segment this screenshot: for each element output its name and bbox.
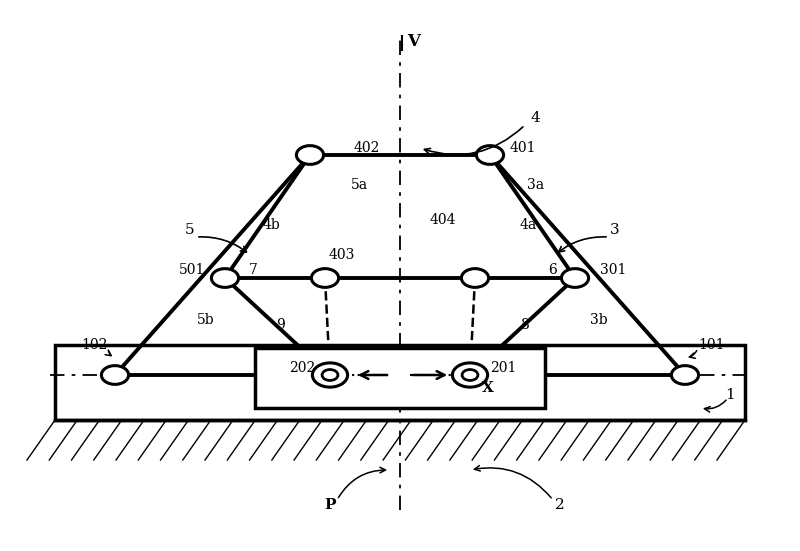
Text: X: X: [482, 381, 494, 395]
Text: 8: 8: [520, 318, 529, 332]
Bar: [255, 348, 545, 408]
Text: 301: 301: [600, 263, 626, 277]
Text: 202: 202: [289, 361, 315, 375]
Text: 5: 5: [185, 223, 195, 237]
Text: V: V: [407, 34, 420, 51]
Circle shape: [453, 363, 488, 387]
Text: 102: 102: [82, 338, 108, 352]
Circle shape: [562, 269, 589, 288]
Text: 3a: 3a: [527, 178, 544, 192]
Text: 4a: 4a: [520, 218, 538, 232]
Circle shape: [462, 269, 489, 288]
Text: 5a: 5a: [351, 178, 368, 192]
Circle shape: [322, 370, 338, 380]
Text: 6: 6: [548, 263, 557, 277]
Bar: [55, 345, 745, 420]
Circle shape: [312, 363, 348, 387]
Text: P: P: [324, 498, 336, 512]
Circle shape: [296, 145, 323, 164]
Text: 3b: 3b: [590, 313, 608, 327]
Text: 7: 7: [249, 263, 258, 277]
Circle shape: [311, 269, 338, 288]
Text: 9: 9: [276, 318, 285, 332]
Circle shape: [211, 269, 238, 288]
Text: 2: 2: [555, 498, 565, 512]
Text: 403: 403: [329, 248, 355, 262]
Circle shape: [671, 366, 698, 385]
Text: 501: 501: [178, 263, 205, 277]
Text: 401: 401: [510, 141, 537, 155]
Text: 101: 101: [698, 338, 725, 352]
Text: 201: 201: [490, 361, 516, 375]
Circle shape: [477, 145, 504, 164]
Text: 402: 402: [354, 141, 380, 155]
Text: 1: 1: [725, 388, 735, 402]
Circle shape: [462, 370, 478, 380]
Text: 3: 3: [610, 223, 620, 237]
Text: 404: 404: [430, 213, 457, 227]
Text: 4b: 4b: [262, 218, 280, 232]
Text: 5b: 5b: [198, 313, 215, 327]
Text: 4: 4: [530, 111, 540, 125]
Circle shape: [102, 366, 129, 385]
